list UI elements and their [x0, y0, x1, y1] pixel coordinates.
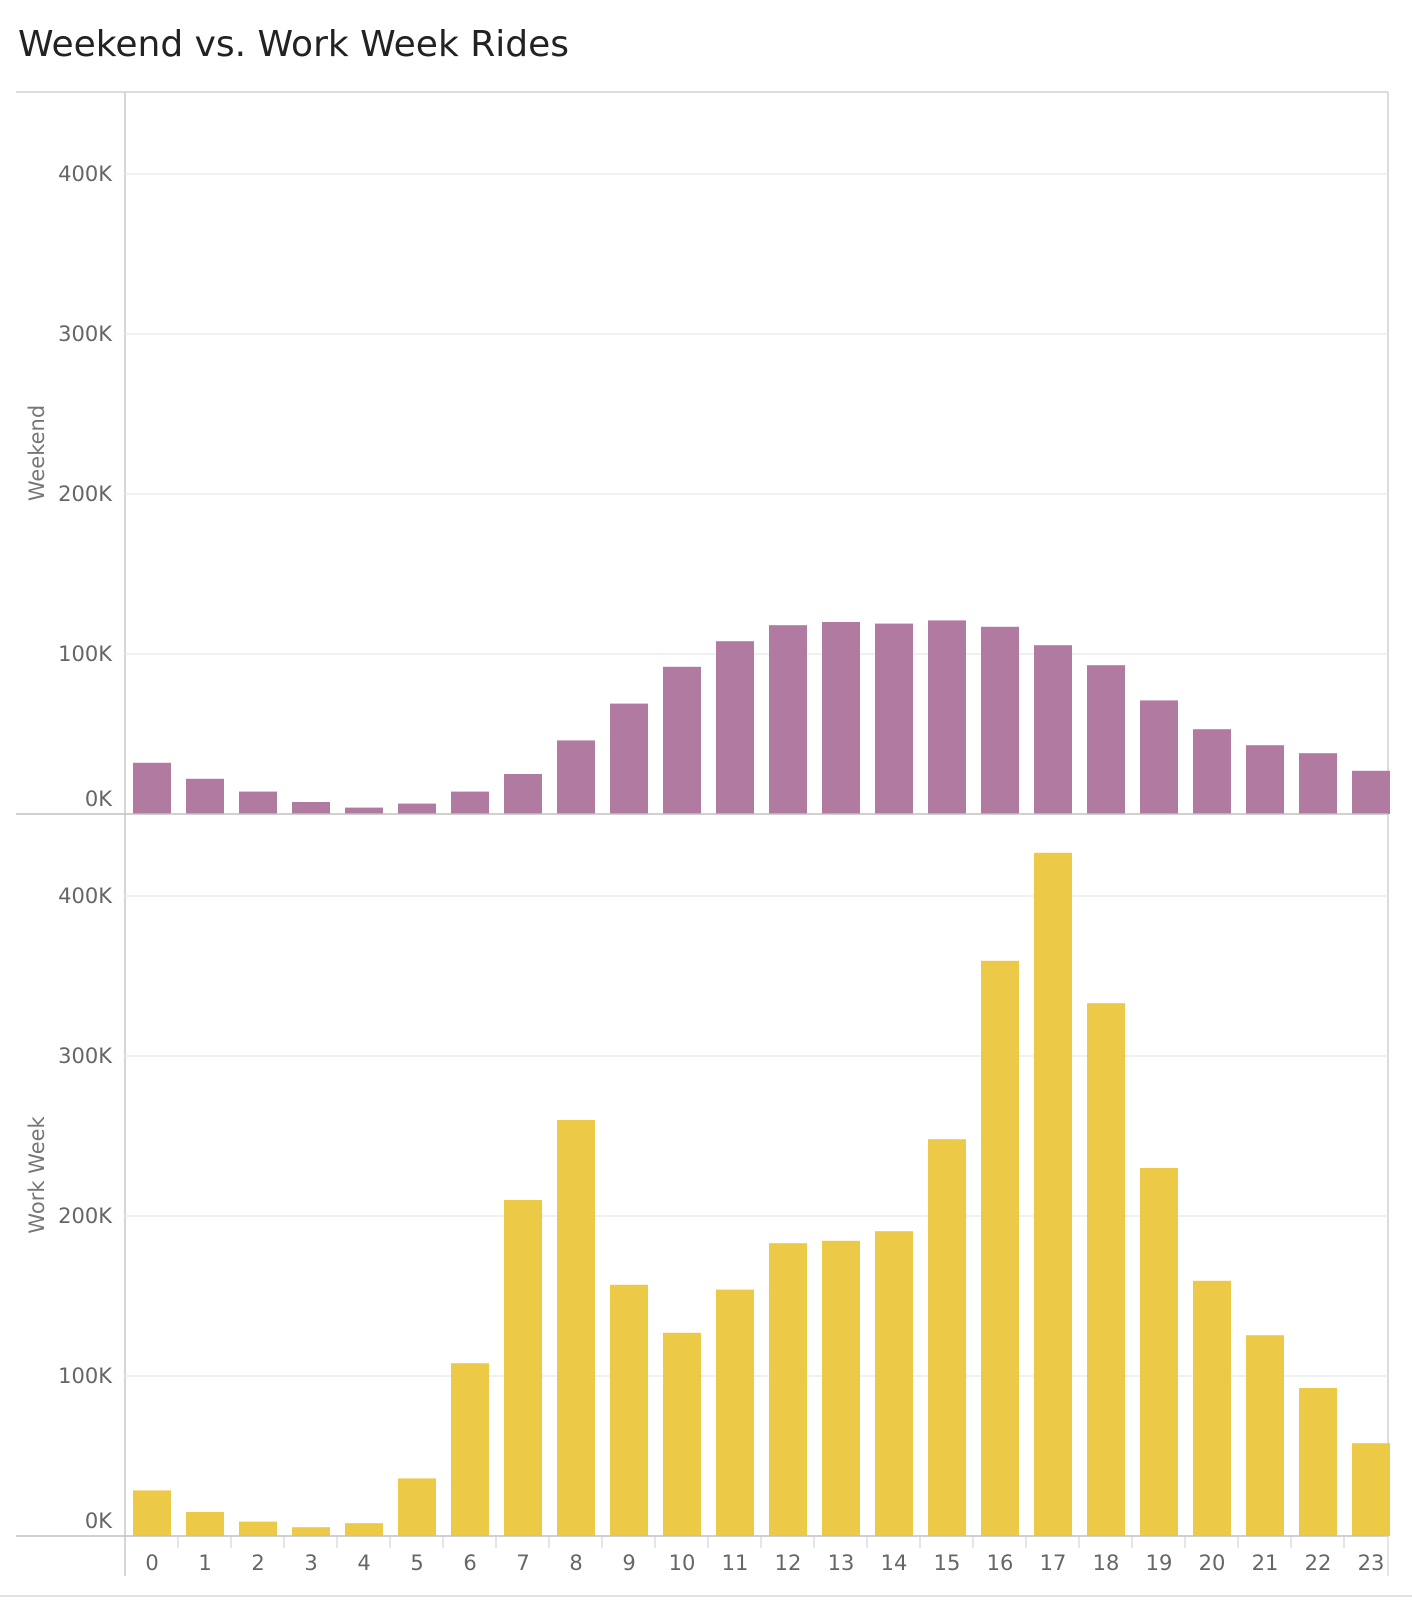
bar-work-week [875, 1231, 913, 1536]
x-tick-label: 17 [1040, 1551, 1067, 1575]
bar-weekend [981, 626, 1019, 814]
bar-weekend [1140, 700, 1178, 814]
bar-weekend [663, 666, 701, 814]
y-tick-label: 400K [58, 884, 113, 908]
bar-work-week [186, 1512, 224, 1536]
bar-weekend [610, 703, 648, 814]
x-tick-label: 15 [934, 1551, 961, 1575]
bar-weekend [557, 740, 595, 814]
bar-weekend [1352, 770, 1390, 814]
bar-work-week [451, 1363, 489, 1536]
y-tick-label: 0K [85, 787, 113, 811]
bar-work-week [292, 1527, 330, 1536]
bar-weekend [345, 807, 383, 814]
bar-weekend [875, 623, 913, 814]
bar-weekend [1034, 645, 1072, 814]
x-tick-label: 6 [463, 1551, 476, 1575]
bar-work-week [1087, 1003, 1125, 1536]
bar-work-week [504, 1200, 542, 1536]
bar-weekend [398, 803, 436, 814]
bar-work-week [1140, 1168, 1178, 1536]
bar-work-week [663, 1332, 701, 1536]
x-tick-label: 0 [145, 1551, 158, 1575]
y-tick-label: 300K [58, 322, 113, 346]
x-tick-label: 19 [1146, 1551, 1173, 1575]
bar-work-week [716, 1289, 754, 1536]
bar-work-week [822, 1240, 860, 1536]
y-tick-label: 300K [58, 1044, 113, 1068]
y-tick-label: 0K [85, 1509, 113, 1533]
bar-weekend [1299, 753, 1337, 814]
bar-weekend [1246, 745, 1284, 814]
x-tick-label: 16 [987, 1551, 1014, 1575]
x-tick-label: 9 [622, 1551, 635, 1575]
x-tick-label: 12 [775, 1551, 802, 1575]
x-tick-label: 8 [569, 1551, 582, 1575]
bar-work-week [610, 1284, 648, 1536]
bar-weekend [769, 625, 807, 814]
bar-work-week [1193, 1280, 1231, 1536]
bar-work-week [133, 1490, 171, 1536]
x-tick-label: 21 [1252, 1551, 1279, 1575]
bar-work-week [239, 1521, 277, 1536]
bar-work-week [981, 960, 1019, 1536]
x-tick-label: 3 [304, 1551, 317, 1575]
x-tick-label: 13 [828, 1551, 855, 1575]
x-tick-label: 10 [669, 1551, 696, 1575]
bar-work-week [1034, 852, 1072, 1536]
x-tick-label: 18 [1093, 1551, 1120, 1575]
bar-work-week [1246, 1335, 1284, 1536]
y-tick-label: 100K [58, 642, 113, 666]
x-tick-label: 22 [1305, 1551, 1332, 1575]
bar-weekend [451, 791, 489, 814]
x-tick-label: 11 [722, 1551, 749, 1575]
y-axis-title: Work Week [25, 1115, 49, 1233]
bar-work-week [928, 1139, 966, 1536]
y-axis-title: Weekend [25, 405, 49, 501]
x-tick-label: 20 [1199, 1551, 1226, 1575]
bar-weekend [133, 762, 171, 814]
bar-weekend [504, 774, 542, 814]
x-tick-label: 7 [516, 1551, 529, 1575]
bar-weekend [239, 791, 277, 814]
bar-weekend [1193, 729, 1231, 814]
x-tick-label: 1 [198, 1551, 211, 1575]
bar-work-week [557, 1120, 595, 1536]
y-tick-label: 400K [58, 162, 113, 186]
y-tick-label: 200K [58, 482, 113, 506]
bar-weekend [1087, 665, 1125, 814]
bar-weekend [928, 620, 966, 814]
x-tick-label: 14 [881, 1551, 908, 1575]
bar-weekend [292, 802, 330, 814]
x-tick-label: 23 [1358, 1551, 1385, 1575]
bar-weekend [822, 622, 860, 814]
x-tick-label: 4 [357, 1551, 370, 1575]
bar-weekend [186, 778, 224, 814]
bar-weekend [716, 641, 754, 814]
x-tick-label: 2 [251, 1551, 264, 1575]
bar-work-week [1352, 1443, 1390, 1536]
chart-title: Weekend vs. Work Week Rides [18, 24, 570, 65]
bar-work-week [1299, 1388, 1337, 1536]
y-tick-label: 200K [58, 1204, 113, 1228]
y-tick-label: 100K [58, 1364, 113, 1388]
bar-work-week [345, 1523, 383, 1536]
bar-work-week [398, 1478, 436, 1536]
bar-work-week [769, 1243, 807, 1536]
x-tick-label: 5 [410, 1551, 423, 1575]
